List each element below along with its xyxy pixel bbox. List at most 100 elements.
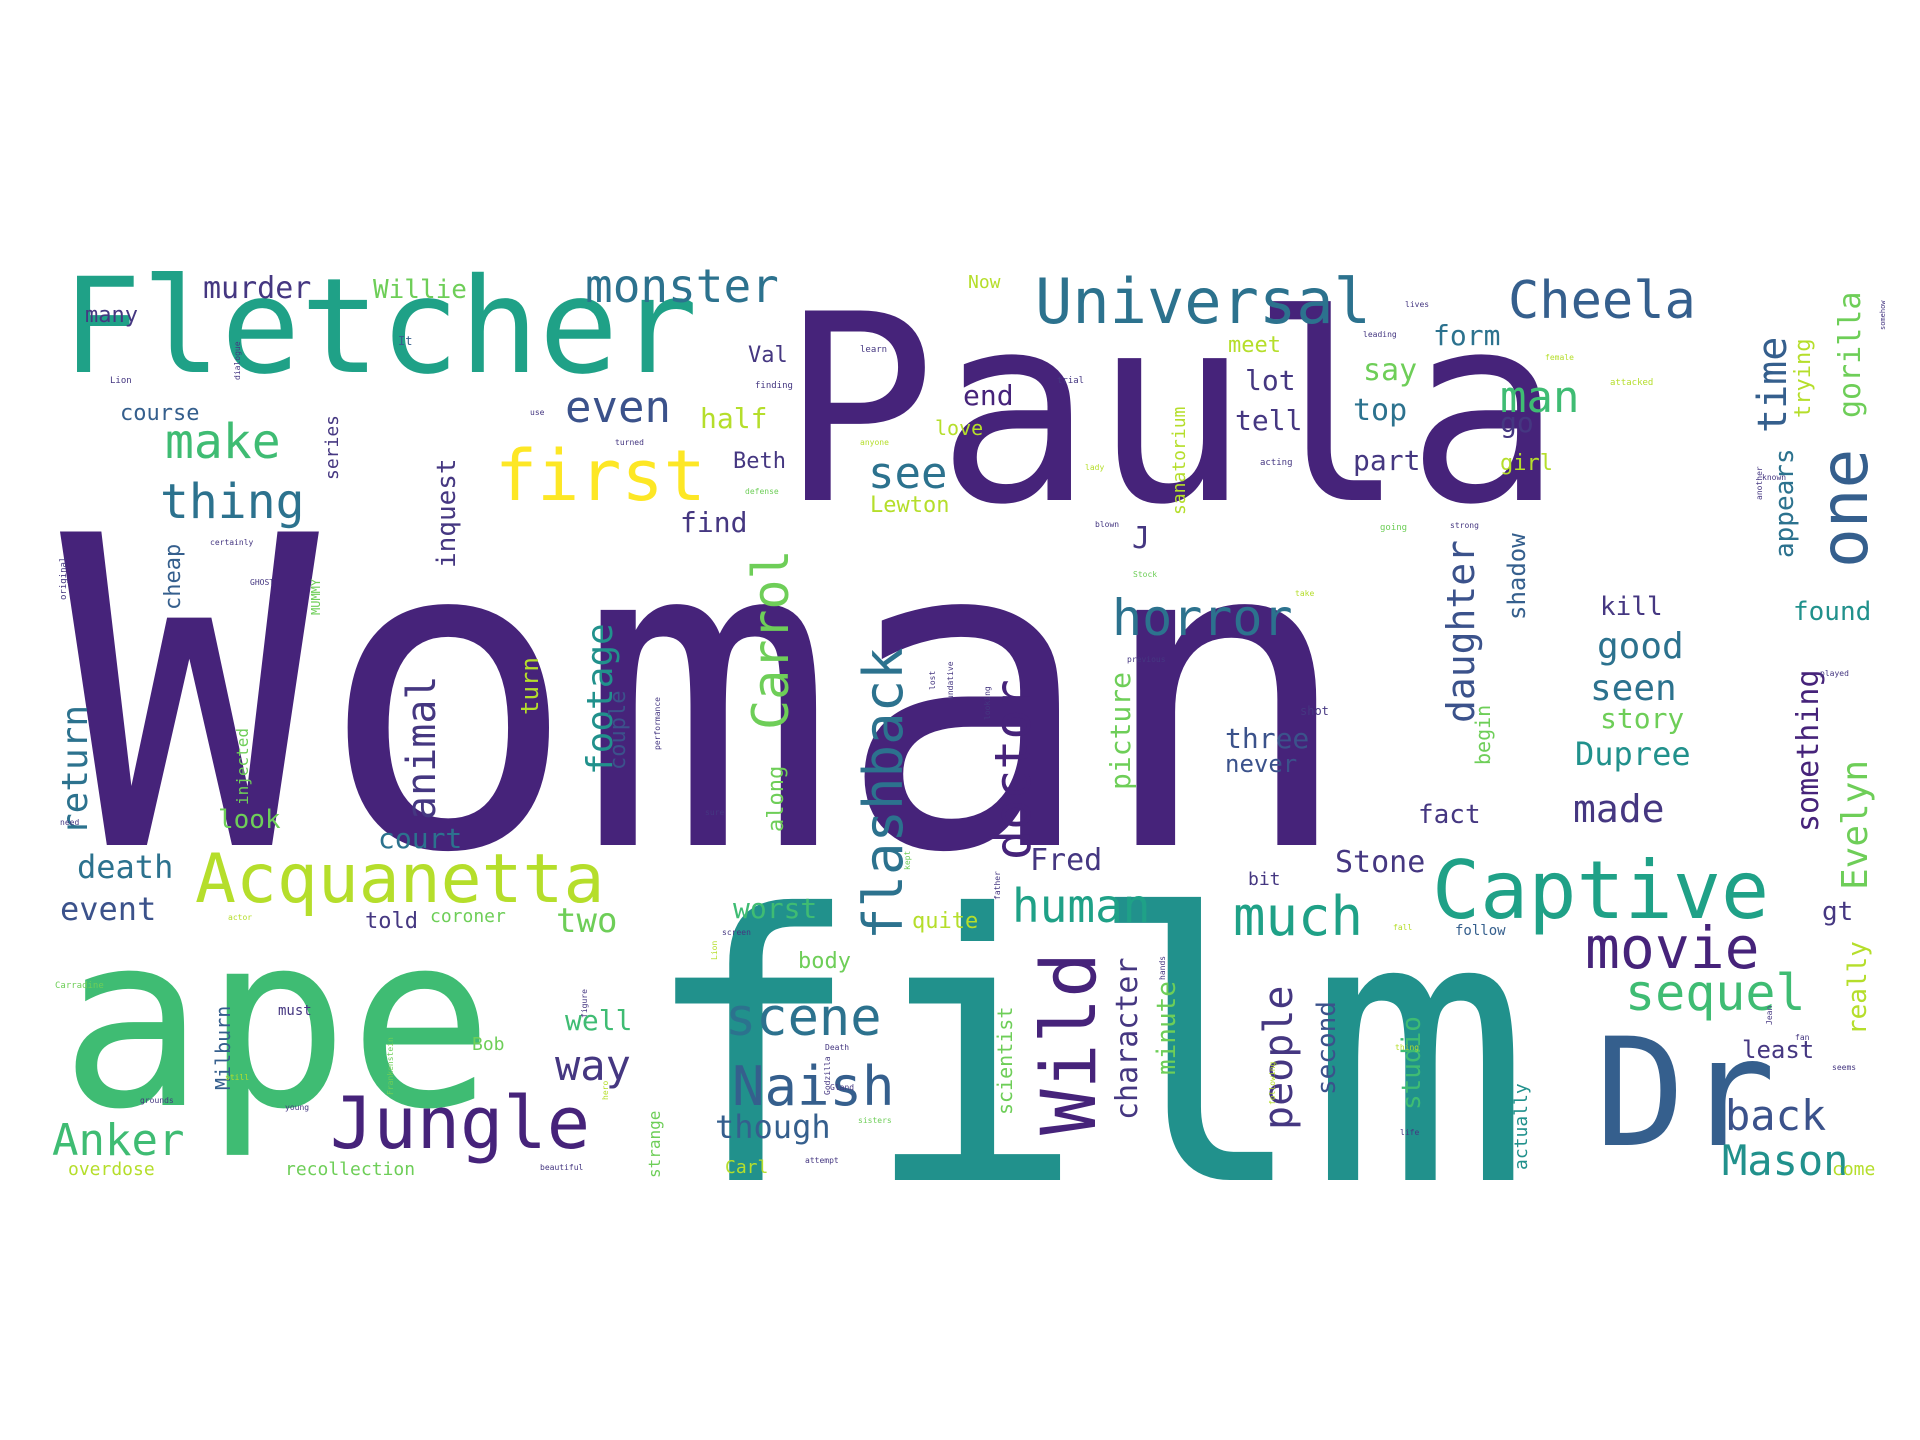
word-43-dupree: Dupree <box>1575 735 1691 773</box>
word-146-strong: strong <box>1450 521 1479 530</box>
word-162-fan: fan <box>1795 1033 1810 1042</box>
word-38-footage: footage <box>580 623 621 775</box>
word-40-made: made <box>1573 787 1665 831</box>
word-167-screen: screen <box>722 928 751 937</box>
word-171-still: still <box>225 1073 249 1082</box>
word-18-horror: horror <box>1112 589 1293 647</box>
word-155-lost: lost <box>928 671 937 690</box>
word-161-fall: fall <box>1393 923 1412 932</box>
word-125-original: original <box>59 557 69 600</box>
word-5-dr: Dr <box>1595 1007 1776 1181</box>
word-119-injected: injected <box>233 728 252 805</box>
word-66-never: never <box>1225 750 1297 778</box>
word-33-evelyn: Evelyn <box>1835 760 1876 890</box>
word-141-lives: lives <box>1405 300 1429 309</box>
word-166-godzilla: Godzilla <box>823 1056 832 1095</box>
word-102-milburn: Milburn <box>211 1006 235 1090</box>
word-64-well: well <box>565 1004 632 1037</box>
word-158-father: father <box>993 871 1002 900</box>
word-152-previous: previous <box>1127 655 1166 664</box>
word-41-seen: seen <box>1590 668 1677 709</box>
word-151-played: played <box>1820 669 1849 678</box>
word-46-death: death <box>77 848 173 886</box>
word-96-couple: couple <box>606 691 631 770</box>
word-27-make: make <box>165 414 281 470</box>
word-6-captive: Captive <box>1432 844 1769 937</box>
word-135-defense: defense <box>745 487 779 496</box>
word-87-along: along <box>764 766 789 832</box>
word-0-woman: Woman <box>60 447 1354 947</box>
word-54-really: really <box>1843 941 1873 1035</box>
word-12-one: one <box>1806 449 1883 568</box>
word-76-top: top <box>1353 393 1407 428</box>
word-149-known: known <box>1762 473 1786 482</box>
word-73-trying: trying <box>1791 339 1816 418</box>
word-63-worst: worst <box>733 892 817 925</box>
word-170-grounds: grounds <box>140 1096 174 1105</box>
word-82-girl: girl <box>1500 451 1553 476</box>
word-39-man: man <box>1500 372 1579 423</box>
word-165-figure: figure <box>580 989 589 1018</box>
word-32-mason: Mason <box>1722 1136 1848 1185</box>
word-160-seems: seems <box>1832 1063 1856 1072</box>
word-83-kill: kill <box>1600 592 1663 622</box>
word-4-fletcher: Fletcher <box>62 250 698 404</box>
word-175-life: life <box>1400 1128 1419 1137</box>
word-111-actually: actually <box>1511 1083 1532 1170</box>
word-95-turn: turn <box>516 657 544 715</box>
word-143-female: female <box>1545 353 1574 362</box>
word-59-end: end <box>963 379 1014 412</box>
word-78-lot: lot <box>1245 364 1296 397</box>
word-74-form: form <box>1433 319 1500 352</box>
word-58-willie: Willie <box>373 275 467 305</box>
word-109-strange: strange <box>645 1111 664 1178</box>
word-15-monster: monster <box>585 259 779 313</box>
word-90-love: love <box>935 416 983 440</box>
word-176-hero: hero <box>601 1081 610 1100</box>
word-172-beautiful: beautiful <box>540 1163 584 1172</box>
word-134-anyone: anyone <box>860 438 889 447</box>
word-29-even: even <box>565 382 671 433</box>
word-10-first: first <box>495 435 706 517</box>
word-159-lion: Lion <box>710 941 719 960</box>
word-61-inquest: inquest <box>432 458 462 568</box>
word-139-stock: Stock <box>1133 570 1157 579</box>
word-157-performance: performance <box>653 697 662 750</box>
word-20-naish: Naish <box>732 1055 895 1118</box>
word-1-paula: Paula <box>780 260 1563 562</box>
word-89-beth: Beth <box>733 449 786 474</box>
word-142-leading: leading <box>1363 330 1397 339</box>
word-147-take: take <box>1295 589 1314 598</box>
word-98-told: told <box>365 909 418 934</box>
word-3-ape: ape <box>60 882 493 1162</box>
word-91-lewton: Lewton <box>870 493 949 518</box>
word-62-court: court <box>378 822 462 855</box>
word-42-good: good <box>1597 626 1684 667</box>
word-148-another: another <box>1755 466 1764 500</box>
word-103-course: course <box>120 401 199 426</box>
word-138-blown: blown <box>1095 520 1119 529</box>
word-26-thing: thing <box>160 474 305 530</box>
word-144-attacked: attacked <box>1610 378 1653 388</box>
word-30-time: time <box>1750 337 1796 433</box>
word-80-go: go <box>1500 406 1534 439</box>
word-49-character: character <box>1110 957 1145 1120</box>
word-50-second: second <box>1312 1001 1342 1095</box>
word-101-quite: quite <box>912 909 978 934</box>
word-71-found: found <box>1793 597 1871 627</box>
word-129-lion: Lion <box>110 376 132 386</box>
word-81-part: part <box>1353 444 1420 477</box>
word-182-gland: Gland <box>830 1083 854 1092</box>
word-113-follow: follow <box>1455 923 1506 939</box>
word-2-film: film <box>640 838 1531 1268</box>
word-8-acquanetta: Acquanetta <box>195 840 604 919</box>
word-7-jungle: Jungle <box>330 1081 590 1165</box>
word-123-carradine: Carradine <box>55 981 104 991</box>
word-67-picture: picture <box>1104 672 1137 790</box>
word-126-certainly: certainly <box>210 538 254 547</box>
word-108-carl: Carl <box>725 1157 768 1178</box>
word-179-actor: actor <box>228 913 252 922</box>
